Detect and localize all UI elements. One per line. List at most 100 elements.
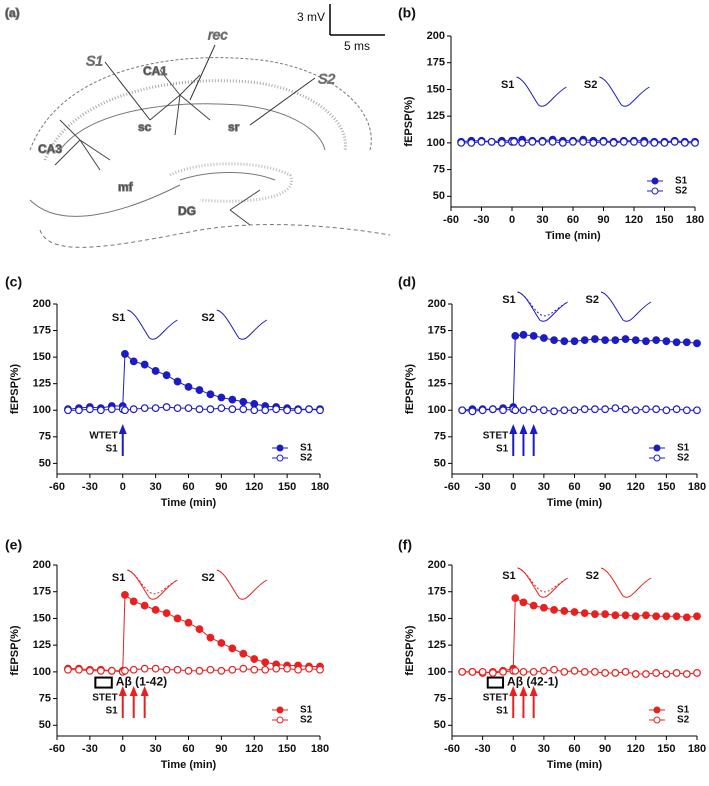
x-tick-label: -60 — [49, 481, 65, 493]
inset-trace — [127, 569, 178, 600]
data-point — [642, 611, 650, 620]
data-point — [173, 404, 182, 413]
data-point — [173, 665, 182, 674]
data-point — [499, 406, 507, 415]
data-point — [195, 666, 204, 675]
data-point — [642, 337, 650, 346]
electrode-label: S2 — [318, 71, 335, 87]
x-tick-label: 30 — [538, 481, 550, 493]
inset-label: S1 — [502, 570, 515, 582]
y-tick-label: 100 — [33, 404, 51, 416]
data-point — [173, 614, 182, 623]
x-tick-label: 90 — [215, 743, 227, 755]
x-tick-label: 150 — [278, 743, 296, 755]
legend-label: S2 — [677, 715, 690, 726]
y-tick-label: 175 — [33, 586, 51, 598]
x-tick-label: 60 — [568, 481, 580, 493]
panel-label: (e) — [5, 537, 22, 553]
arrow-head — [509, 424, 518, 434]
data-point — [601, 610, 610, 619]
data-point — [272, 664, 281, 673]
stim-label: STET — [92, 693, 118, 704]
y-tick-label: 125 — [33, 378, 51, 390]
x-tick-label: 60 — [568, 743, 580, 755]
data-point — [151, 664, 160, 673]
x-tick-label: 150 — [655, 214, 673, 226]
region-label: DG — [178, 204, 196, 218]
inset-trace — [599, 76, 650, 107]
data-point — [228, 644, 237, 653]
inset-trace — [516, 76, 567, 107]
x-tick-label: 180 — [311, 743, 329, 755]
data-point — [662, 612, 671, 621]
x-tick-label: 180 — [688, 743, 706, 755]
legend-marker — [276, 716, 284, 724]
y-tick-label: 100 — [428, 404, 446, 416]
data-point — [652, 612, 661, 621]
legend-label: S1 — [677, 705, 690, 716]
data-point — [662, 406, 671, 415]
data-point — [107, 666, 116, 675]
legend-marker — [651, 187, 659, 195]
legend-marker — [276, 454, 284, 462]
data-point — [631, 336, 640, 345]
electrode-label: rec — [208, 27, 227, 43]
y-tick-label: 125 — [427, 110, 445, 122]
data-point — [511, 331, 520, 340]
panel-label: (a) — [5, 6, 20, 20]
data-point — [140, 601, 149, 610]
data-point — [468, 407, 477, 416]
inset-label: S2 — [586, 294, 599, 306]
data-point — [682, 406, 691, 415]
data-point — [487, 137, 496, 146]
data-point — [510, 137, 518, 146]
data-point — [140, 404, 149, 413]
data-point — [478, 667, 487, 676]
inset-label: S2 — [201, 572, 214, 584]
x-tick-label: 30 — [150, 743, 162, 755]
data-point — [64, 406, 72, 415]
inset-label: S2 — [584, 79, 597, 91]
legend-label: S2 — [675, 186, 688, 197]
x-tick-label: 150 — [657, 743, 675, 755]
series-line — [67, 593, 320, 672]
stim-label: STET — [483, 693, 509, 704]
legend-label: S1 — [300, 705, 313, 716]
data-point — [239, 649, 248, 658]
data-point — [539, 406, 548, 415]
y-axis-label: fEPSP(%) — [404, 364, 416, 414]
data-point — [662, 337, 671, 346]
x-axis-label: Time (min) — [547, 497, 603, 509]
data-point — [519, 667, 528, 676]
legend-marker — [276, 444, 284, 452]
x-axis-label: Time (min) — [161, 497, 217, 509]
data-point — [652, 405, 661, 414]
data-point — [631, 670, 640, 678]
data-point — [478, 406, 487, 415]
data-point — [228, 395, 237, 404]
x-tick-label: 180 — [686, 214, 704, 226]
data-point — [217, 666, 226, 675]
legend-label: S2 — [300, 453, 313, 464]
x-tick-label: 30 — [538, 743, 550, 755]
data-point — [184, 618, 193, 627]
data-point — [570, 337, 579, 346]
inset-trace — [517, 291, 568, 317]
x-tick-label: 60 — [182, 481, 194, 493]
data-point — [129, 357, 138, 366]
region-label: CA3 — [38, 142, 62, 156]
arrow-head — [118, 424, 127, 434]
inset-trace — [127, 569, 178, 595]
data-point — [621, 611, 630, 620]
legend-marker — [653, 454, 661, 462]
data-point — [538, 137, 547, 146]
legend-marker — [653, 706, 661, 714]
data-point — [239, 405, 248, 414]
data-point — [660, 138, 669, 147]
data-point — [316, 406, 324, 415]
inset-trace — [517, 567, 568, 598]
data-point — [283, 406, 292, 415]
arrow-head — [509, 686, 518, 696]
data-point — [206, 390, 215, 399]
